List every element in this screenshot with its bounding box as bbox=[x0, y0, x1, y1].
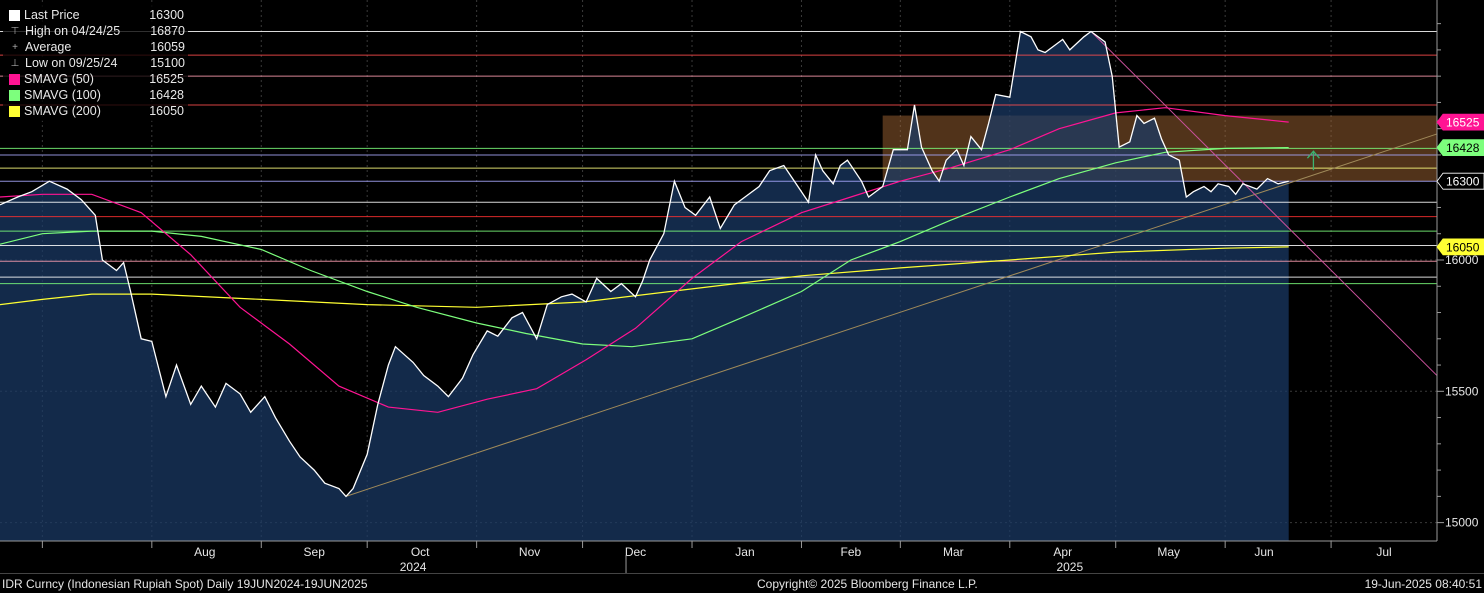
axis-tag-label: 16050 bbox=[1446, 240, 1480, 254]
y-tick-label: 16000 bbox=[1445, 253, 1479, 267]
legend-item: SMAVG (200) 16050 bbox=[3, 103, 188, 119]
up-arrow-head-icon bbox=[1306, 150, 1320, 159]
legend-item: Last Price 16300 bbox=[3, 7, 188, 23]
footer-copyright: Copyright© 2025 Bloomberg Finance L.P. bbox=[757, 577, 978, 591]
x-year-label: 2025 bbox=[1056, 560, 1083, 574]
legend-item: ⊤ High on 04/24/25 16870 bbox=[3, 23, 188, 39]
x-month-label: Dec bbox=[625, 545, 646, 559]
legend-swatch-icon bbox=[9, 105, 20, 117]
legend-value: 16870 bbox=[150, 24, 185, 38]
legend-label: Average bbox=[25, 40, 72, 54]
average-marker-icon: + bbox=[12, 41, 18, 53]
chart-legend: Last Price 16300 ⊤ High on 04/24/25 16870 + Av… bbox=[3, 3, 188, 121]
legend-item: SMAVG (100) 16428 bbox=[3, 87, 188, 103]
legend-swatch-icon bbox=[9, 89, 20, 101]
sma-50-line bbox=[0, 107, 1289, 413]
axis-tag-label: 16525 bbox=[1446, 116, 1480, 130]
legend-label: SMAVG (100) bbox=[24, 88, 101, 102]
high-marker-icon: ⊤ bbox=[10, 25, 20, 37]
x-month-label: Aug bbox=[194, 545, 215, 559]
legend-value: 16050 bbox=[149, 104, 184, 118]
legend-label: Last Price bbox=[24, 8, 80, 22]
axis-tag-label: 16300 bbox=[1446, 175, 1480, 189]
axis-tag-label: 16428 bbox=[1446, 141, 1480, 155]
legend-value: 15100 bbox=[150, 56, 185, 70]
x-month-label: May bbox=[1157, 545, 1180, 559]
legend-value: 16300 bbox=[149, 8, 184, 22]
low-marker-icon: ⊥ bbox=[10, 57, 20, 69]
legend-item: SMAVG (50) 16525 bbox=[3, 71, 188, 87]
chart-footer: IDR Curncy (Indonesian Rupiah Spot) Dail… bbox=[0, 574, 1484, 593]
last-price-line bbox=[0, 30, 1289, 498]
axis-tag bbox=[1436, 238, 1484, 256]
last-price-area bbox=[0, 31, 1289, 541]
trendline bbox=[1090, 31, 1438, 376]
x-month-label: Mar bbox=[943, 545, 964, 559]
y-tick-label: 15000 bbox=[1445, 516, 1479, 530]
axis-tag bbox=[1436, 139, 1484, 156]
x-month-label: Nov bbox=[519, 545, 540, 559]
x-month-label: Jun bbox=[1254, 545, 1273, 559]
legend-label: SMAVG (50) bbox=[24, 72, 94, 86]
x-month-label: Jan bbox=[735, 545, 754, 559]
x-month-label: Oct bbox=[411, 545, 430, 559]
axis-tag bbox=[1436, 113, 1484, 131]
legend-swatch-icon bbox=[9, 73, 20, 85]
legend-label: Low on 09/25/24 bbox=[25, 56, 118, 70]
legend-label: SMAVG (200) bbox=[24, 104, 101, 118]
price-chart[interactable]: 15000 15500 16000 16525 16428 16300 16050 Aug Se… bbox=[0, 0, 1484, 574]
x-month-label: Feb bbox=[841, 545, 862, 559]
axis-tag bbox=[1436, 172, 1484, 190]
footer-security-label: IDR Curncy (Indonesian Rupiah Spot) Dail… bbox=[2, 577, 368, 591]
x-month-label: Apr bbox=[1053, 545, 1072, 559]
sma-200-line bbox=[0, 246, 1289, 308]
legend-item: ⊥ Low on 09/25/24 15100 bbox=[3, 55, 188, 71]
legend-value: 16428 bbox=[149, 88, 184, 102]
x-year-label: 2024 bbox=[400, 560, 427, 574]
legend-value: 16059 bbox=[150, 40, 185, 54]
y-tick-label: 15500 bbox=[1445, 384, 1479, 398]
legend-swatch-icon bbox=[9, 9, 20, 21]
x-month-label: Jul bbox=[1376, 545, 1391, 559]
x-month-label: Sep bbox=[304, 545, 326, 559]
legend-item: + Average 16059 bbox=[3, 39, 188, 55]
legend-label: High on 04/24/25 bbox=[25, 24, 121, 38]
sma-100-line bbox=[0, 147, 1289, 348]
legend-value: 16525 bbox=[149, 72, 184, 86]
footer-timestamp: 19-Jun-2025 08:40:51 bbox=[1364, 577, 1482, 591]
